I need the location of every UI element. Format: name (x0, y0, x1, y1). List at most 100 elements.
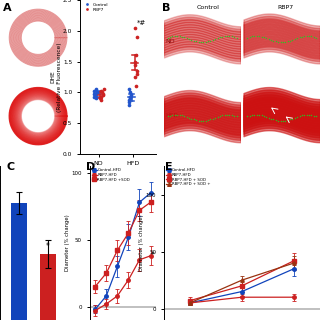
Text: 200 μm: 200 μm (4, 68, 19, 72)
Point (208, 38, 213, 43)
Point (261, 35, 267, 40)
Point (297, 35, 302, 40)
Point (132, 62, 137, 67)
Point (311, 34, 316, 39)
Point (276, 118, 281, 123)
Point (227, 34, 232, 39)
Point (283, 39, 288, 44)
Point (304, 34, 309, 39)
Point (292, 115, 297, 120)
Point (247, 113, 252, 118)
Point (304, 112, 309, 117)
Point (295, 114, 300, 119)
Point (128, 93, 133, 98)
Point (229, 113, 235, 118)
Text: 200 μm: 200 μm (4, 146, 19, 150)
Point (208, 117, 213, 122)
Point (234, 35, 239, 40)
Point (201, 118, 206, 123)
Point (264, 114, 269, 119)
Point (198, 39, 204, 44)
Point (225, 34, 230, 39)
Text: E: E (165, 162, 172, 172)
Text: RBP7: RBP7 (277, 4, 294, 10)
Point (232, 34, 237, 39)
Point (100, 91, 106, 96)
Point (314, 35, 319, 40)
Text: ND: ND (165, 39, 175, 44)
Point (201, 39, 206, 44)
Point (280, 118, 285, 123)
Bar (11, 203, 27, 320)
Point (100, 90, 105, 95)
Point (127, 90, 132, 95)
Point (250, 34, 255, 39)
Point (290, 116, 295, 121)
Point (309, 34, 314, 39)
Point (135, 68, 140, 73)
Text: C: C (6, 162, 14, 172)
Point (180, 34, 185, 39)
Text: *: * (46, 242, 50, 251)
Point (98, 97, 103, 102)
Point (225, 112, 230, 117)
Point (177, 34, 182, 39)
Point (127, 97, 132, 102)
Point (184, 36, 189, 41)
Point (283, 118, 288, 123)
Point (132, 25, 137, 30)
Point (127, 99, 132, 104)
Point (217, 114, 222, 119)
Point (245, 114, 250, 119)
Point (292, 36, 297, 42)
Point (227, 112, 232, 117)
Legend: Control-HFD, RBP7-HFD, RBP7-HFD + SOD, RBP7-HFD + SOD +: Control-HFD, RBP7-HFD, RBP7-HFD + SOD, R… (166, 168, 211, 187)
Point (300, 34, 305, 39)
Point (285, 39, 290, 44)
Point (252, 112, 257, 117)
Point (182, 35, 187, 40)
Point (254, 34, 260, 39)
Point (220, 34, 225, 39)
Point (172, 34, 177, 39)
Point (302, 34, 307, 39)
Text: HFD: HFD (165, 113, 179, 118)
Point (307, 112, 312, 117)
Point (278, 118, 283, 123)
Point (165, 114, 170, 119)
Point (194, 117, 199, 123)
Point (189, 37, 194, 42)
Point (314, 114, 319, 119)
Point (97, 96, 102, 101)
Y-axis label: Diameter (% change): Diameter (% change) (140, 215, 144, 271)
Point (191, 117, 196, 122)
Point (189, 116, 194, 121)
Point (94, 87, 99, 92)
Point (257, 34, 262, 39)
Point (128, 95, 133, 100)
Point (92, 89, 97, 94)
Text: A: A (3, 3, 12, 13)
Point (133, 59, 138, 64)
Point (287, 38, 292, 43)
Point (184, 114, 189, 119)
Point (250, 113, 255, 118)
Point (98, 94, 103, 99)
Point (215, 36, 220, 41)
Point (180, 113, 185, 118)
Point (309, 113, 314, 118)
Point (271, 117, 276, 122)
Point (266, 36, 271, 42)
Legend: Control, RBP7: Control, RBP7 (82, 2, 108, 12)
Point (127, 96, 132, 101)
Point (222, 34, 227, 39)
Point (191, 38, 196, 43)
Point (205, 39, 211, 44)
Bar (40, 254, 56, 320)
Y-axis label: Diameter (% change): Diameter (% change) (65, 215, 70, 271)
Point (252, 34, 257, 39)
Point (175, 34, 180, 39)
Point (203, 118, 208, 123)
Point (126, 102, 131, 107)
Point (175, 112, 180, 117)
